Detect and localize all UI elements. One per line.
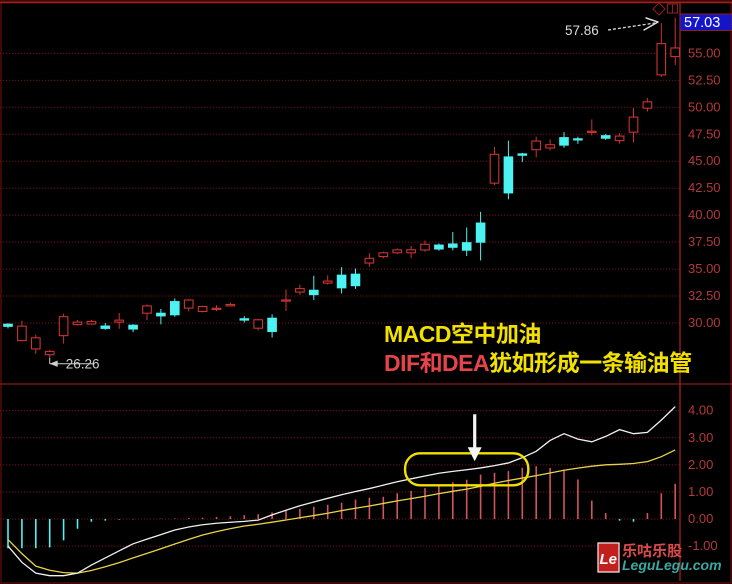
svg-text:55.00: 55.00 bbox=[688, 45, 721, 60]
svg-text:Le: Le bbox=[600, 551, 618, 568]
svg-text:57.03: 57.03 bbox=[684, 15, 720, 31]
svg-text:37.50: 37.50 bbox=[688, 234, 721, 249]
svg-text:MACD空中加油: MACD空中加油 bbox=[384, 321, 541, 347]
svg-text:50.00: 50.00 bbox=[688, 99, 721, 114]
svg-text:32.50: 32.50 bbox=[688, 288, 721, 303]
svg-text:2.00: 2.00 bbox=[688, 457, 713, 472]
svg-text:42.50: 42.50 bbox=[688, 180, 721, 195]
svg-text:47.50: 47.50 bbox=[688, 126, 721, 141]
svg-text:-1.00: -1.00 bbox=[688, 538, 718, 553]
svg-text:0.00: 0.00 bbox=[688, 511, 713, 526]
svg-text:LeguLegu.com: LeguLegu.com bbox=[622, 557, 722, 573]
svg-text:DIF和DEA犹如形成一条输油管: DIF和DEA犹如形成一条输油管 bbox=[384, 350, 692, 376]
svg-text:3.00: 3.00 bbox=[688, 430, 713, 445]
svg-text:4.00: 4.00 bbox=[688, 403, 713, 418]
svg-text:1.00: 1.00 bbox=[688, 484, 713, 499]
svg-text:30.00: 30.00 bbox=[688, 315, 721, 330]
svg-text:40.00: 40.00 bbox=[688, 207, 721, 222]
svg-text:35.00: 35.00 bbox=[688, 261, 721, 276]
svg-text:26.26: 26.26 bbox=[66, 357, 100, 372]
svg-text:57.86: 57.86 bbox=[565, 23, 599, 38]
svg-text:45.00: 45.00 bbox=[688, 153, 721, 168]
svg-text:52.50: 52.50 bbox=[688, 72, 721, 87]
